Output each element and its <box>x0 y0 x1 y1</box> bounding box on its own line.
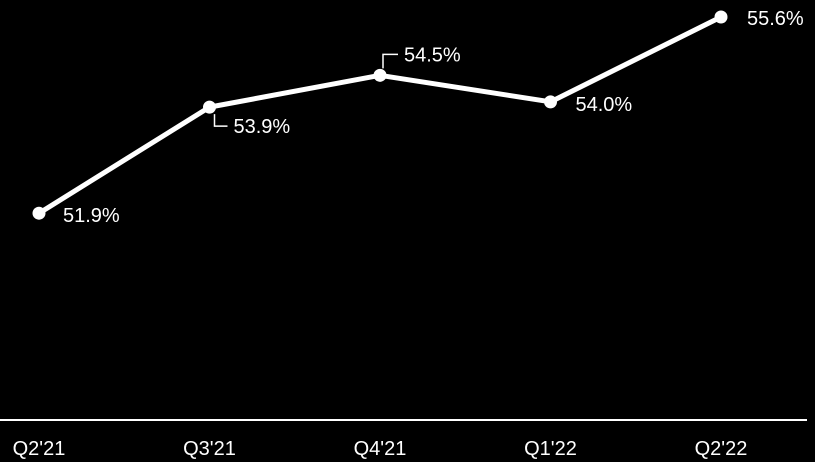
data-label: 51.9% <box>63 205 120 227</box>
data-points <box>32 10 728 220</box>
data-point <box>714 10 728 24</box>
label-leaders <box>213 53 398 127</box>
data-label: 54.0% <box>576 94 633 116</box>
data-point <box>203 100 216 114</box>
data-label: 54.5% <box>404 44 461 66</box>
label-leader <box>213 114 228 127</box>
data-point <box>544 95 557 109</box>
data-point <box>373 68 387 82</box>
x-tick-label: Q2'22 <box>695 438 748 460</box>
x-tick-label: Q3'21 <box>183 438 236 460</box>
x-tick-label: Q2'21 <box>13 438 66 460</box>
data-labels: 51.9% 53.9% 54.5% 54.0% 55.6% <box>63 8 804 227</box>
data-point <box>32 206 46 220</box>
x-tick-label: Q1'22 <box>524 438 577 460</box>
data-label: 55.6% <box>747 8 804 30</box>
x-tick-label: Q4'21 <box>354 438 407 460</box>
x-tick-labels: Q2'21 Q3'21 Q4'21 Q1'22 Q2'22 <box>13 438 748 460</box>
data-label: 53.9% <box>234 116 291 138</box>
label-leader <box>382 53 398 69</box>
